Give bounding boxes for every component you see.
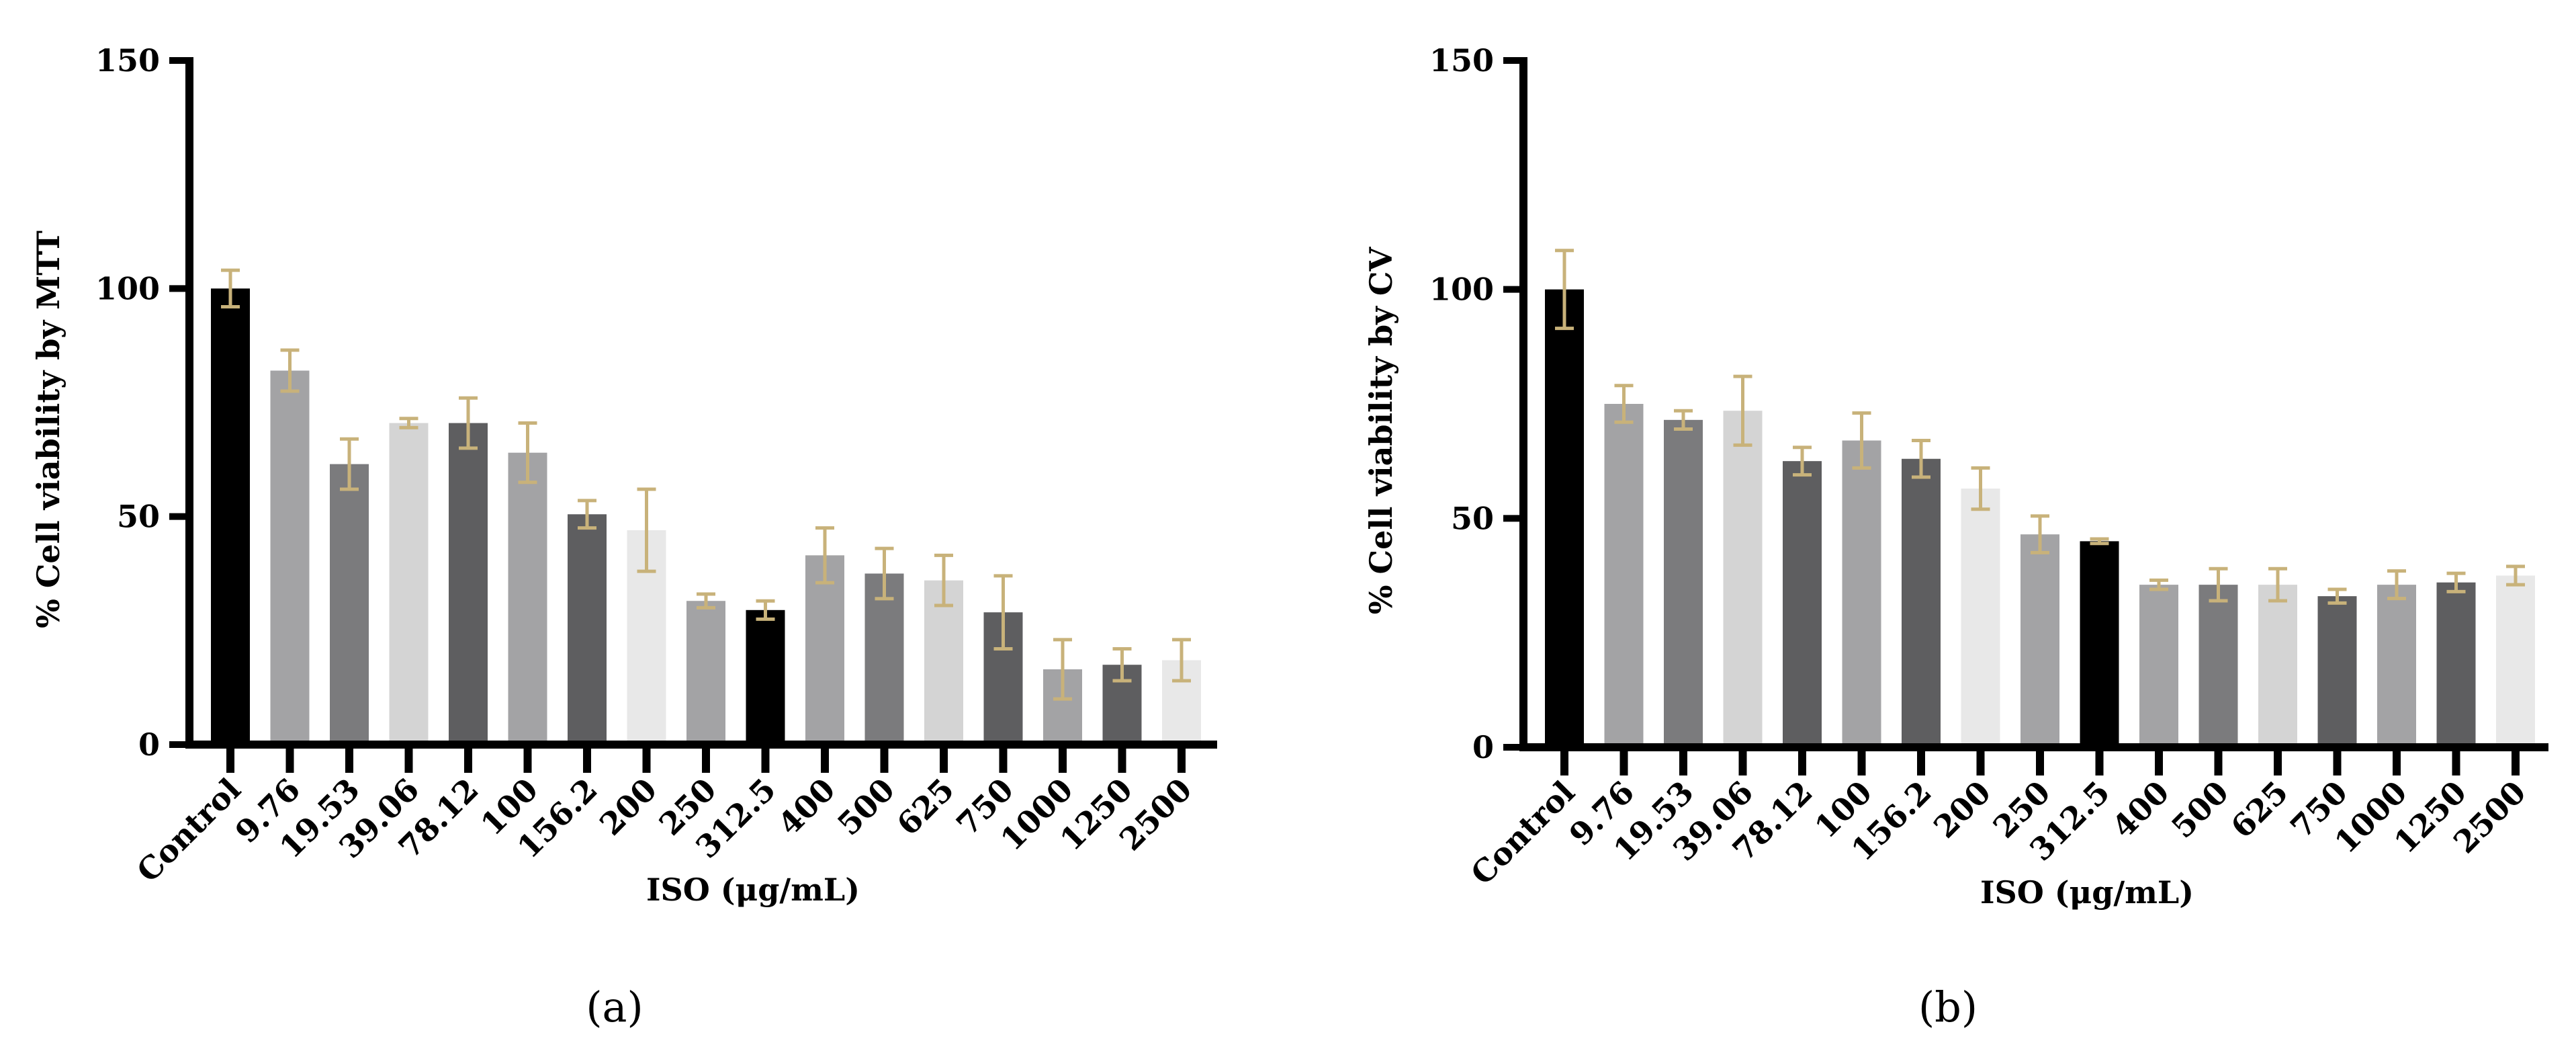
error-bar [875, 546, 894, 601]
panel-a-chart: Control9.7619.5339.0678.12100156.2200250… [30, 42, 1217, 1032]
bar [270, 370, 310, 745]
error-bar [1912, 439, 1930, 479]
bar [211, 288, 250, 745]
error-bar [1053, 638, 1072, 701]
bar [2496, 575, 2535, 747]
bar [389, 423, 429, 745]
x-tick-label: Control [130, 771, 248, 890]
bar [2258, 585, 2297, 747]
y-axis-title: % Cell viability by CV [1363, 247, 1399, 615]
error-bar [1674, 409, 1693, 431]
bar [568, 514, 607, 745]
panel-label: (b) [1918, 982, 1978, 1032]
error-bar [1971, 466, 1990, 511]
error-bar [1614, 384, 1634, 424]
x-axis-title: ISO (μg/mL) [646, 872, 860, 908]
error-bar [756, 599, 775, 621]
bar [746, 610, 785, 745]
x-tick-label: 200 [1926, 774, 1998, 845]
x-tick-label: 400 [2105, 774, 2176, 845]
bar [508, 452, 547, 745]
x-tick-label: 500 [830, 771, 901, 843]
error-bar [815, 526, 834, 585]
error-bar [399, 417, 418, 429]
y-axis-title: % Cell viability by MTT [30, 230, 66, 628]
bar [1664, 419, 1703, 747]
bar [1604, 404, 1644, 747]
error-bar [518, 421, 537, 485]
bar [1902, 458, 1941, 747]
bar [1723, 411, 1763, 747]
error-bar [2506, 564, 2525, 587]
error-bar [1793, 446, 1812, 477]
bar [330, 464, 369, 745]
error-bar [578, 499, 596, 530]
y-tick-label: 0 [1472, 729, 1494, 765]
bar [805, 555, 844, 745]
error-bar [1733, 374, 1752, 447]
error-bar [2090, 537, 2109, 546]
x-tick-label: 500 [2164, 774, 2235, 845]
error-bar [993, 574, 1013, 651]
x-tick-label: 625 [2224, 774, 2295, 845]
error-bar [340, 437, 359, 491]
x-axis-title: ISO (μg/mL) [1980, 874, 2194, 911]
bar [2317, 596, 2357, 747]
error-bar [637, 487, 656, 573]
x-tick-label: 200 [592, 771, 664, 843]
error-bar [2209, 567, 2228, 603]
bar [2377, 585, 2416, 747]
error-bar [221, 268, 240, 308]
y-tick-label: 0 [138, 726, 160, 763]
x-tick-label: 400 [771, 771, 842, 843]
error-bar [280, 348, 300, 393]
bar [2080, 541, 2119, 747]
y-tick-label: 150 [95, 42, 160, 79]
error-bar [2327, 587, 2347, 605]
error-bar [934, 553, 953, 607]
bar [2436, 582, 2476, 747]
bar [1545, 289, 1584, 748]
x-tick-label: 625 [890, 771, 961, 843]
panel-label: (a) [586, 982, 643, 1032]
y-tick-label: 100 [95, 270, 160, 306]
bar [1842, 440, 1881, 747]
error-bar [2149, 578, 2168, 591]
error-bar [1112, 646, 1132, 683]
error-bar [459, 396, 478, 450]
y-tick-label: 100 [1429, 271, 1494, 308]
bar [1961, 489, 2000, 747]
bar [1783, 461, 1822, 747]
bar [2199, 585, 2238, 747]
bar [2020, 534, 2059, 747]
bar [2139, 585, 2178, 747]
error-bar [2446, 571, 2466, 593]
y-tick-label: 150 [1429, 42, 1494, 79]
error-bar [1852, 411, 1871, 470]
error-bar [697, 592, 715, 610]
error-bar [2387, 569, 2406, 601]
panel-b-chart: Control9.7619.5339.0678.12100156.2200250… [1363, 42, 2548, 1032]
bar [924, 580, 963, 745]
error-bar [1555, 249, 1574, 331]
y-tick-label: 50 [1451, 500, 1494, 536]
y-tick-label: 50 [117, 499, 160, 535]
bar [449, 423, 488, 745]
bar [864, 573, 904, 745]
x-tick-label: Control [1464, 774, 1582, 892]
error-bar [2031, 514, 2049, 554]
error-bar [1172, 638, 1191, 683]
error-bar [2268, 567, 2287, 603]
bar [686, 601, 725, 745]
